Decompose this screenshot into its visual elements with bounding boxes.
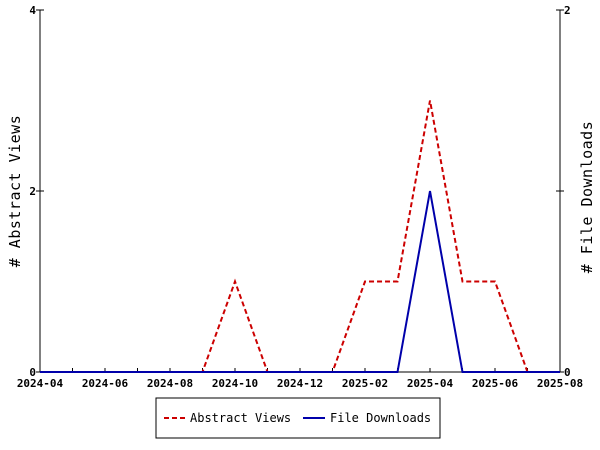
- y-axis-title: # Abstract Views: [6, 115, 24, 268]
- x-tick-label: 2025-02: [342, 377, 388, 390]
- legend-label-abstract-views: Abstract Views: [190, 411, 291, 425]
- series-line-file-downloads: [40, 190, 560, 373]
- legend-box: [155, 397, 441, 439]
- y2-tick-label: 0: [564, 366, 571, 379]
- x-tick-label: 2024-12: [277, 377, 323, 390]
- x-tick-label: 2024-06: [82, 377, 129, 390]
- y-axis-right: 02: [556, 4, 571, 379]
- x-tick-label: 2024-10: [212, 377, 258, 390]
- y2-tick-label: 2: [564, 4, 571, 17]
- series-layer: [40, 100, 560, 373]
- x-tick-label: 2024-08: [147, 377, 193, 390]
- y2-axis-title: # File Downloads: [578, 121, 596, 274]
- legend-label-file-downloads: File Downloads: [330, 411, 431, 425]
- x-tick-label: 2025-08: [537, 377, 583, 390]
- x-tick-label: 2024-04: [17, 377, 64, 390]
- legend: Abstract Views File Downloads: [155, 397, 441, 439]
- y-tick-label: 4: [29, 4, 36, 17]
- y-tick-label: 0: [29, 366, 36, 379]
- x-axis: 2024-04 2024-06 2024-08 2024-10 2024-12 2025-…: [17, 368, 583, 390]
- y-tick-label: 2: [29, 185, 36, 198]
- plot-frame: [39, 10, 561, 373]
- series-line-abstract-views: [40, 100, 560, 373]
- y-axis-left: 0 2 4: [29, 4, 44, 379]
- x-tick-label: 2025-06: [472, 377, 519, 390]
- x-tick-label: 2025-04: [407, 377, 454, 390]
